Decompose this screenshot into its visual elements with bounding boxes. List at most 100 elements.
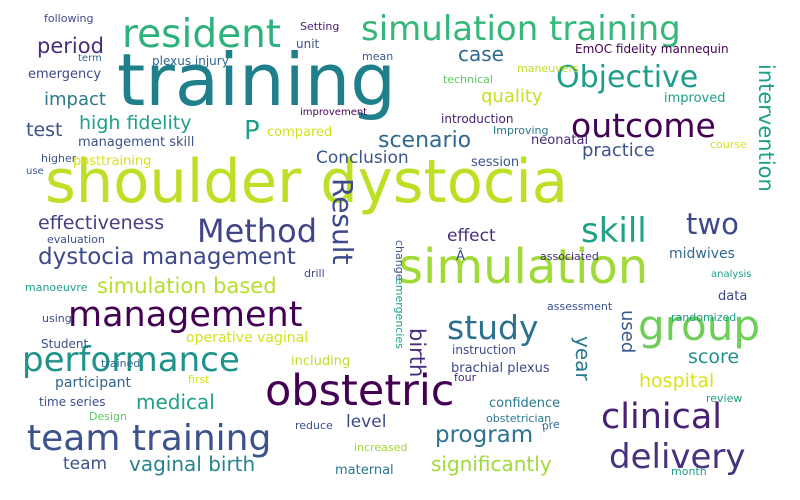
word-test: test: [26, 119, 63, 141]
word-impact: impact: [44, 89, 106, 110]
word-dystocia-management: dystocia management: [38, 244, 296, 270]
word-term: term: [78, 53, 102, 64]
word-performance: performance: [22, 340, 240, 380]
word-manoeuvre: manoeuvre: [25, 281, 88, 294]
word-result: delivery: [609, 437, 746, 477]
word-review: review: [706, 392, 743, 405]
word-high-fidelity: high fidelity: [79, 112, 192, 134]
word-year: year: [571, 336, 595, 381]
word-setting: Setting: [300, 20, 340, 33]
word-intervention: intervention: [754, 64, 778, 192]
word-team: team: [63, 454, 108, 474]
word-session: session: [471, 155, 520, 170]
word-case: case: [458, 42, 504, 66]
word-associated: associated: [540, 250, 599, 263]
word-level: level: [346, 412, 387, 432]
word-scenario: scenario: [378, 128, 472, 153]
word-compared: compared: [267, 125, 333, 140]
word-practice: practice: [582, 140, 655, 161]
word-team-training: team training: [27, 418, 272, 459]
word-p: P: [244, 116, 260, 146]
word-use: use: [26, 166, 44, 177]
word-objective: Objective: [556, 60, 699, 95]
word-study: study: [447, 308, 539, 347]
word-medical: medical: [136, 390, 215, 414]
word-emergencies: emergencies: [393, 278, 406, 349]
word-score: score: [688, 346, 740, 368]
word-outcome: outcome: [571, 106, 716, 145]
word-shoulder-dystocia: shoulder dystocia: [45, 147, 568, 217]
word-drill: drill: [304, 267, 325, 280]
word-maneuvers: maneuvers: [517, 62, 579, 75]
word-quality: quality: [481, 86, 543, 107]
word-simulation-training: simulation training: [361, 9, 681, 49]
word-confidence: confidence: [489, 396, 561, 411]
word-introduction: introduction: [441, 112, 514, 126]
word-maternal: maternal: [335, 463, 394, 478]
word-program: program: [435, 422, 534, 448]
word-participant: participant: [55, 375, 132, 391]
word-conclusion: Conclusion: [316, 148, 409, 168]
word-first: first: [188, 373, 210, 386]
word-data: data: [718, 289, 748, 304]
word-randomized: randomized: [671, 311, 737, 324]
word-evaluation: evaluation: [47, 233, 105, 246]
word-analysis: analysis: [711, 269, 752, 280]
word-higher: higher: [41, 152, 77, 165]
word-hospital: hospital: [639, 370, 715, 392]
word-effectiveness: effectiveness: [38, 212, 165, 234]
word-design: Design: [89, 410, 127, 423]
word-trained: trained: [101, 357, 141, 370]
word-instruction: instruction: [452, 343, 517, 357]
word-period: period: [37, 34, 104, 58]
word-plexus-injury: plexus injury: [152, 54, 229, 68]
word-vaginal-birth: vaginal birth: [129, 452, 256, 476]
word-time-series: time series: [39, 395, 106, 409]
word-obstetric: obstetric: [265, 366, 455, 416]
word-obstetrician: obstetrician: [486, 412, 552, 425]
word-posttraining: posttraining: [73, 154, 152, 169]
word-management: management: [68, 295, 303, 335]
word-improvement: improvement: [300, 107, 368, 118]
word-simulation-based: simulation based: [97, 274, 277, 298]
word-operative-vaginal: operative vaginal: [186, 330, 309, 346]
word-reduce: reduce: [295, 419, 333, 432]
word-method: Method: [197, 212, 318, 250]
word-training: training: [117, 38, 396, 122]
word-skill: skill: [581, 211, 647, 251]
word-significantly: significantly: [431, 452, 552, 476]
word-four: four: [454, 371, 477, 384]
word-a-circumflex: Â: [456, 249, 465, 264]
word-emoc-fidelity-mannequin: EmOC fidelity mannequin: [575, 42, 729, 56]
word-management-skill: management skill: [78, 135, 195, 150]
word-simulation: simulation: [398, 239, 649, 295]
word-course: course: [710, 138, 747, 151]
word-effect: effect: [447, 226, 496, 246]
word-improved: improved: [664, 91, 726, 106]
word-clinical: clinical: [601, 397, 723, 437]
word-midwives: midwives: [669, 246, 735, 262]
word-technical: technical: [443, 73, 493, 86]
word-used: used: [617, 310, 638, 354]
word-increased: increased: [354, 441, 408, 454]
word-birth: birth: [405, 328, 429, 378]
word-month: month: [671, 465, 707, 478]
word-assessment: assessment: [547, 300, 613, 313]
word-mean: mean: [362, 50, 394, 63]
word-group: group: [638, 301, 760, 350]
word-resident: resident: [122, 12, 282, 57]
word-emergency: emergency: [28, 67, 102, 82]
word-using: using: [42, 312, 72, 325]
word-change: change: [393, 240, 406, 281]
word-two: two: [686, 207, 739, 241]
word-neonatal: neonatal: [531, 133, 589, 148]
word-brachial-plexus: brachial plexus: [451, 361, 550, 376]
word-improving: Improving: [493, 124, 549, 137]
word-including: including: [291, 354, 351, 369]
word-student: Student: [41, 337, 89, 351]
word-following: following: [44, 12, 94, 25]
word-delivery: Result: [326, 178, 359, 265]
word-unit: unit: [296, 37, 320, 51]
word-pre: pre: [540, 417, 561, 433]
